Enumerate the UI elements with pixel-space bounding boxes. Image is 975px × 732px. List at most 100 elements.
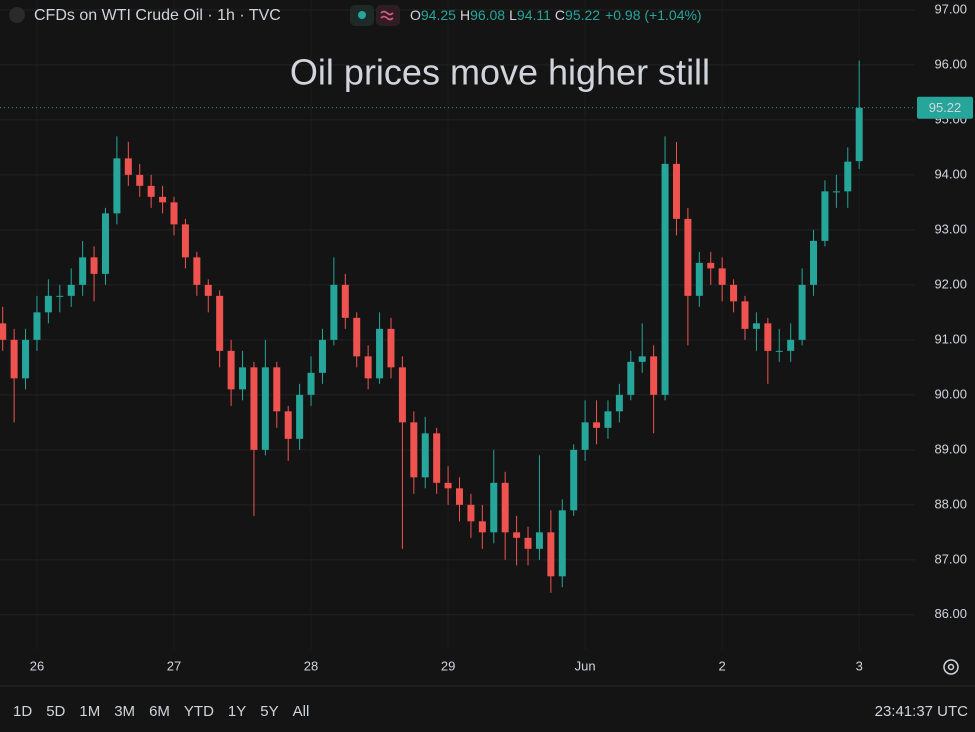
candle-body <box>752 323 760 329</box>
range-button[interactable]: 1Y <box>228 703 246 720</box>
candle-body <box>444 482 452 489</box>
y-tick-label: 96.00 <box>934 56 967 71</box>
candle-body <box>684 218 692 296</box>
candle-body <box>661 163 669 395</box>
ohlc-value: 96.08 <box>470 7 505 23</box>
candle-body <box>22 339 30 379</box>
candle-body <box>638 356 646 362</box>
candle-body <box>318 339 326 373</box>
x-tick-label: 28 <box>304 658 318 673</box>
candle-body <box>284 411 292 439</box>
plot: 86.00 87.00 88.00 89.00 90.00 91.00 92.00 93.00… <box>0 0 973 673</box>
y-tick-label: 92.00 <box>934 276 967 291</box>
candle-body <box>707 262 715 269</box>
y-tick-label: 89.00 <box>934 441 967 456</box>
candle-body <box>410 422 418 478</box>
candle-body <box>787 339 795 351</box>
candle-body <box>570 449 578 511</box>
range-button[interactable]: YTD <box>184 703 214 720</box>
candle-body <box>136 174 144 186</box>
y-tick-label: 90.00 <box>934 386 967 401</box>
candle-body <box>764 323 772 351</box>
ohlc-label: H <box>460 7 470 23</box>
candle-body <box>159 196 167 203</box>
candle-body <box>250 367 258 450</box>
candle-body <box>627 361 635 395</box>
ohlc-label: C <box>555 7 565 23</box>
candle-body <box>672 163 680 219</box>
candle-body <box>101 213 109 274</box>
range-button[interactable]: 5Y <box>260 703 278 720</box>
candle-body <box>844 161 852 192</box>
candle-body <box>547 532 555 577</box>
candle-body <box>832 191 840 193</box>
status-wave <box>380 10 394 21</box>
clock: 23:41:37 UTC <box>875 703 969 720</box>
candle-body <box>147 185 155 197</box>
candle-body <box>718 268 726 285</box>
ohlc-value: 94.11 <box>517 7 551 23</box>
candle-body <box>216 295 224 351</box>
candle-body <box>581 422 589 450</box>
candle-body <box>490 482 498 533</box>
y-tick-label: 86.00 <box>934 606 967 621</box>
toolbar: 1D 5D 1M 3M 6M YTD 1Y 5Y All <box>13 703 309 720</box>
candle-body <box>67 284 75 296</box>
y-tick-label: 88.00 <box>934 496 967 511</box>
gear-center[interactable] <box>947 663 955 671</box>
ohlc-label: L <box>509 7 517 23</box>
range-button[interactable]: 6M <box>149 703 170 720</box>
candle-body <box>695 262 703 296</box>
candle-body <box>456 488 463 505</box>
ohlc-value: 94.25 <box>421 7 456 23</box>
x-tick-label: 27 <box>167 658 181 673</box>
candle-body <box>821 191 829 241</box>
candle-body <box>56 295 64 297</box>
candle-body <box>398 367 406 423</box>
candle-body <box>330 284 338 340</box>
candle-body <box>170 202 178 225</box>
candle-body <box>307 372 315 395</box>
range-button[interactable]: 3M <box>114 703 135 720</box>
ohlc-value: 95.22 <box>565 7 600 23</box>
y-tick-label: 93.00 <box>934 221 967 236</box>
x-tick-label: 3 <box>856 658 863 673</box>
candle-body <box>239 367 247 390</box>
last-price-box <box>917 96 973 119</box>
x-tick-label: 2 <box>719 658 726 673</box>
candle-body <box>535 532 543 549</box>
candle-body <box>44 295 52 313</box>
ohlc-legend: O94.25 H96.08 L94.11 C95.22 +0.98 (+1.04%) <box>410 7 702 23</box>
range-button[interactable]: 1D <box>13 703 32 720</box>
range-button[interactable]: 1M <box>79 703 100 720</box>
candle-body <box>513 532 521 538</box>
candle-body <box>261 367 269 450</box>
candle-body <box>593 422 601 428</box>
y-tick-label: 91.00 <box>934 331 967 346</box>
y-tick-label: 87.00 <box>934 551 967 566</box>
candle-body <box>181 224 189 258</box>
candle-body <box>433 433 441 483</box>
y-tick-label: 94.00 <box>934 166 967 181</box>
x-tick-label: Jun <box>575 658 596 673</box>
candle-body <box>193 257 201 285</box>
candle-body <box>615 394 623 412</box>
candle-body <box>558 510 566 577</box>
status-dot <box>358 11 366 19</box>
settings-icon[interactable] <box>943 659 959 675</box>
candle-body <box>604 411 612 428</box>
candle-body <box>501 482 509 533</box>
candle-body <box>90 257 98 274</box>
candle-body <box>810 240 818 285</box>
x-tick-label: 26 <box>30 658 44 673</box>
candle-body <box>467 504 475 522</box>
range-button[interactable]: 5D <box>46 703 65 720</box>
status-icon <box>376 5 400 26</box>
candle-body <box>478 521 486 533</box>
x-tick-label: 29 <box>441 658 455 673</box>
candle-body <box>798 284 806 340</box>
candle-body <box>376 328 384 379</box>
range-button[interactable]: All <box>293 703 310 720</box>
gear[interactable] <box>943 659 959 675</box>
